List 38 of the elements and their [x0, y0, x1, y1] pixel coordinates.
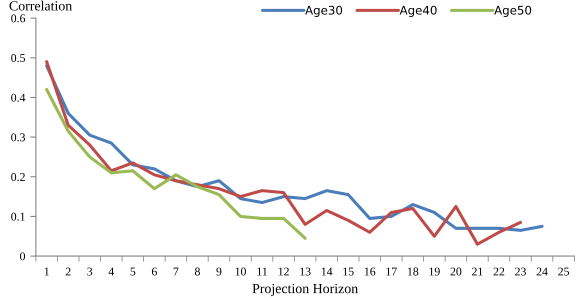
x-tick-label: 22	[494, 268, 504, 276]
x-tick-label: 19	[430, 268, 440, 276]
x-tick-label: 15	[343, 268, 354, 276]
x-tick-label: 9	[216, 268, 222, 276]
x-tick-label: 23	[515, 268, 526, 276]
y-tick-label: 0	[20, 252, 26, 260]
x-tick-label: 6	[152, 268, 157, 276]
legend-label: Age40	[400, 6, 437, 17]
x-tick-label: 4	[108, 268, 114, 276]
x-tick-label: 14	[322, 268, 332, 276]
x-tick-label: 18	[408, 268, 418, 276]
legend-label: Age50	[494, 6, 532, 17]
line-series	[45, 88, 307, 240]
x-tick-label: 21	[472, 268, 483, 276]
x-tick-label: 5	[130, 268, 136, 276]
x-tick-label: 12	[278, 268, 289, 276]
y-tick-label: 0.6	[11, 14, 26, 22]
x-tick-label: 11	[257, 268, 268, 276]
x-tick-label: 24	[536, 268, 548, 276]
x-tick-label: 3	[87, 268, 92, 276]
x-tick-label: 2	[66, 268, 71, 276]
y-tick-label: 0.2	[11, 173, 25, 182]
y-axis-title: Correlation	[10, 0, 72, 11]
x-tick-label: 20	[450, 268, 462, 276]
x-tick-label: 8	[194, 268, 200, 276]
legend-label: Age30	[305, 6, 342, 17]
x-tick-label: 1	[44, 268, 49, 276]
x-tick-label: 17	[386, 268, 397, 276]
x-axis-title: Projection Horizon	[252, 284, 358, 296]
y-tick-label: 0.3	[11, 133, 26, 142]
x-tick-label: 7	[174, 268, 179, 276]
x-tick-label: 13	[300, 268, 311, 276]
y-tick-label: 0.5	[11, 54, 26, 62]
x-tick-label: 10	[236, 268, 246, 276]
x-tick-label: 25	[558, 268, 570, 276]
y-tick-label: 0.4	[11, 94, 26, 102]
x-tick-label: 16	[364, 268, 376, 276]
y-tick-label: 0.1	[11, 212, 25, 221]
